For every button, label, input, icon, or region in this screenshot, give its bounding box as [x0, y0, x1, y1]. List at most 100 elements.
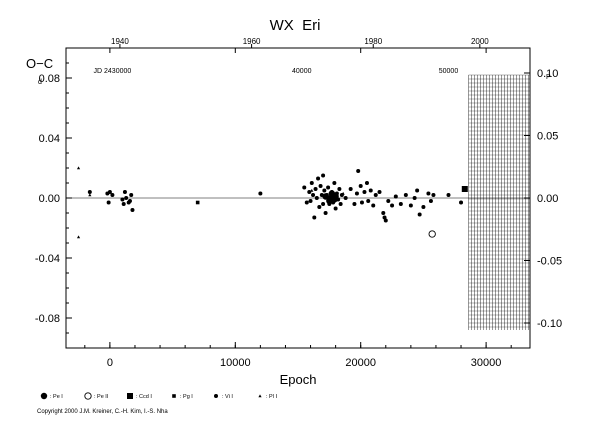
data-point: [371, 203, 376, 208]
data-point: [426, 191, 431, 196]
jd-label: 50000: [439, 68, 459, 75]
data-points: [76, 166, 468, 239]
data-point: [312, 215, 317, 220]
data-point: [428, 230, 436, 238]
y-tick-label: 0.08: [39, 73, 60, 85]
data-point: [88, 193, 92, 197]
data-point: [403, 193, 408, 197]
y-tick-label: 0.04: [39, 133, 60, 145]
legend-label: : Ccd I: [136, 394, 152, 400]
data-point: [390, 203, 395, 208]
year-tick-label: 1940: [111, 37, 129, 46]
data-point: [446, 193, 451, 197]
data-point: [408, 203, 413, 208]
data-point: [130, 208, 135, 212]
legend-label: : Pg I: [180, 394, 193, 400]
chart-title: WX Eri: [270, 17, 321, 34]
y-axis-ticks: 0.08 0.04 0.00 -0.04 -0.08: [35, 62, 72, 334]
data-point: [398, 202, 403, 206]
legend-symbol: [127, 393, 133, 399]
legend: : Pe I: Pe II: Ccd I: Pg I: Vi I: Pl I: [40, 392, 277, 400]
data-point: [316, 176, 321, 181]
data-point: [304, 200, 309, 205]
data-point: [337, 187, 342, 191]
data-point: [386, 199, 391, 203]
data-point: [362, 190, 367, 194]
y-axis-label: O−C: [26, 56, 53, 71]
data-point: [383, 218, 388, 223]
data-point: [76, 235, 81, 239]
data-point: [382, 215, 387, 220]
data-point: [366, 199, 371, 203]
data-point: [358, 184, 363, 188]
data-point: [124, 196, 129, 200]
y-tick-label: -0.08: [35, 313, 60, 325]
year-tick-label: 1980: [364, 37, 382, 46]
legend-symbol: [172, 394, 176, 398]
data-point: [461, 186, 468, 192]
data-point: [107, 190, 112, 194]
data-point: [322, 188, 327, 193]
data-point: [302, 185, 307, 190]
data-point: [121, 202, 126, 206]
data-point: [76, 166, 81, 170]
data-point: [377, 190, 382, 194]
data-point: [318, 184, 323, 188]
x-tick-label: 20000: [345, 357, 376, 369]
data-point: [412, 196, 417, 200]
data-point: [309, 181, 314, 185]
right-tick-label: -0.10: [537, 318, 562, 330]
data-point: [356, 169, 361, 173]
right-axis-ticks: 0.10 0.05 0.00 -0.05 -0.10: [524, 68, 562, 330]
data-point: [354, 191, 359, 196]
data-point: [352, 202, 357, 206]
data-point: [311, 193, 316, 197]
x-tick-label: 0: [107, 357, 113, 369]
legend-label: : Pl I: [266, 394, 277, 400]
data-point: [307, 190, 312, 194]
data-point: [428, 199, 433, 203]
data-point: [317, 205, 322, 209]
data-point: [322, 193, 329, 200]
data-point: [195, 200, 200, 205]
legend-symbol: [214, 394, 218, 398]
data-point: [381, 211, 386, 215]
x-tick-label: 10000: [220, 357, 251, 369]
data-point: [459, 200, 464, 205]
data-point: [310, 188, 314, 192]
data-point: [120, 197, 125, 202]
data-point: [333, 206, 338, 211]
legend-symbol: [258, 394, 262, 398]
data-point: [314, 196, 319, 200]
year-tick-label: 1960: [243, 37, 261, 46]
jd-label: JD 2430000: [94, 68, 132, 75]
data-point: [368, 188, 373, 193]
data-point: [332, 181, 337, 185]
data-point: [127, 199, 132, 203]
x-axis-label: Epoch: [280, 372, 317, 387]
legend-symbol: [40, 392, 48, 400]
data-point: [258, 191, 263, 196]
data-point: [332, 193, 339, 200]
jd-label: 40000: [292, 68, 312, 75]
x-tick-label: 30000: [471, 357, 502, 369]
data-point: [343, 196, 348, 200]
right-tick-label: 0.05: [537, 131, 558, 143]
data-point: [373, 193, 378, 197]
data-point: [321, 173, 326, 178]
legend-symbol: [84, 392, 92, 400]
data-point: [313, 187, 318, 191]
x-axis-ticks: 0 10000 20000 30000: [84, 48, 512, 369]
data-point: [323, 211, 328, 215]
future-epoch-hatched-region: [468, 74, 530, 330]
data-point: [341, 191, 345, 195]
data-point: [393, 194, 398, 199]
y-tick-label: 0.00: [39, 193, 60, 205]
data-point: [110, 193, 115, 197]
right-tick-label: -0.05: [537, 256, 562, 268]
legend-label: : Pe II: [94, 394, 109, 400]
data-point: [359, 200, 364, 205]
data-point: [338, 202, 343, 206]
data-point: [327, 194, 334, 202]
